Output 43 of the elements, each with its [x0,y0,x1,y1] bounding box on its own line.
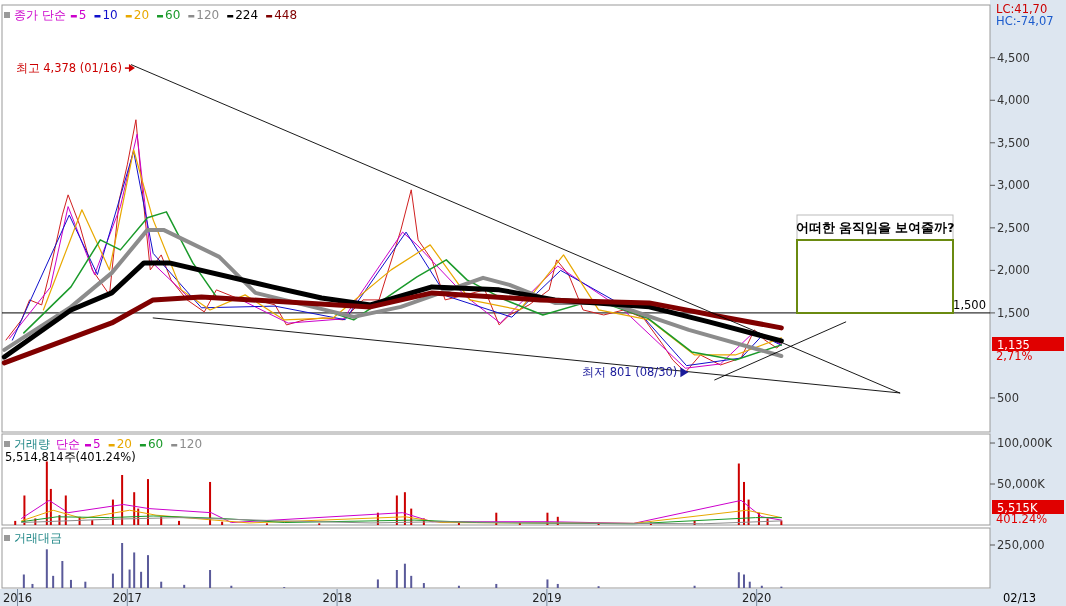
legend-title: 단순 [56,437,80,451]
text: 250,000 [997,538,1045,552]
text: LC:41,70 [996,2,1048,16]
text: HC:-74,07 [996,14,1054,28]
x-tick-label: 2017 [112,591,142,605]
legend-label: 60 [147,437,164,451]
annotation: 최저 801 (08/30) [581,365,678,380]
legend-label: 20 [133,8,150,22]
legend-label: 60 [165,8,181,22]
legend-label: 5 [93,437,101,451]
chart-title: 거래대금 [14,531,62,545]
y-tick-label: 3,000 [997,178,1030,193]
y-tick-label: 4,500 [997,50,1030,65]
annotation: 최고 4,378 (01/16) [15,61,122,76]
y-tick-label: 1,500 [997,305,1030,320]
y-tick-label: 50,000K [997,477,1046,492]
annotation: 어떠한 움직임을 보여줄까? [795,220,955,235]
text: 02/13 [1003,591,1037,605]
legend-label: 120 [196,8,220,22]
x-tick-label: 2018 [322,591,352,605]
legend-label: 448 [274,8,298,22]
legend-label: 5 [78,8,87,22]
text: 2,71% [996,349,1033,363]
legend-label: 224 [235,8,259,22]
last-value: 5,515K [992,500,1064,515]
legend-label: 20 [116,437,132,451]
legend-title: 종가 단순 [14,8,66,22]
x-tick-label: 2016 [2,591,33,605]
ref-line-label: 1,500 [953,297,986,312]
chart-title: 거래량 [14,437,50,451]
x-tick-label: 2019 [532,591,562,605]
y-tick-label: 4,000 [997,93,1030,108]
y-tick-label: 2,500 [997,220,1030,235]
y-tick-label: 500 [997,390,1019,405]
y-tick-label: 100,000K [997,436,1053,451]
x-tick-label: 2020 [742,591,772,605]
y-tick-label: 3,500 [997,135,1030,150]
legend-label: 10 [102,8,118,22]
last-value: 1,135 [992,337,1064,352]
y-tick-label: 2,000 [997,263,1030,278]
text: 401.24% [996,512,1048,526]
annotation: 5,514,814주(401.24%) [5,450,136,464]
legend-label: 120 [179,437,203,451]
